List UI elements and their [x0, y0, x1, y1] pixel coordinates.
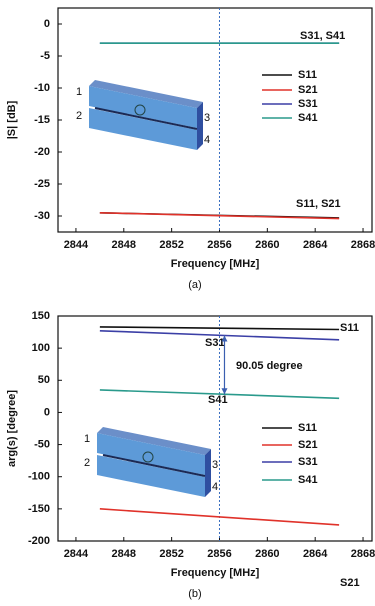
inset-device: 1 2 3 4: [84, 427, 218, 497]
x-axis-label: Frequency [MHz]: [171, 258, 260, 270]
annotation: S31, S41: [300, 30, 345, 42]
annotation: S41: [208, 394, 228, 406]
y-tick-label: 0: [44, 18, 50, 30]
x-tick-label: 2848: [112, 239, 136, 251]
y-tick-label: -25: [34, 178, 50, 190]
y-tick-label: -10: [34, 82, 50, 94]
x-tick-label: 2852: [159, 548, 183, 560]
y-tick-label: -15: [34, 114, 50, 126]
y-tick-label: 0: [44, 406, 50, 418]
y-tick-label: 150: [32, 310, 50, 322]
port-label: 2: [76, 110, 82, 122]
annotation: 90.05 degree: [236, 360, 303, 372]
y-tick-label: -20: [34, 146, 50, 158]
port-label: 3: [212, 459, 218, 471]
y-axis-label: arg(s) [degree]: [6, 390, 18, 467]
x-tick-label: 2860: [255, 239, 279, 251]
y-tick-label: -200: [28, 535, 50, 547]
legend-label: S21: [298, 84, 318, 96]
annotation: S31: [205, 337, 225, 349]
device-edge: [197, 102, 203, 150]
legend-label: S11: [298, 69, 317, 81]
x-tick-label: 2868: [351, 548, 375, 560]
y-tick-label: -30: [34, 210, 50, 222]
port-label: 1: [84, 433, 90, 445]
y-tick-label: 50: [38, 374, 50, 386]
annotation: S11: [340, 322, 359, 334]
y-tick-label: -5: [40, 50, 50, 62]
annotation: S21: [340, 577, 360, 589]
panel-label: (a): [188, 279, 201, 291]
figure: 1 2 3 4 0 -5 -10 -15 -20 -25 -30 2844 2848 2852 2856 28…: [0, 0, 375, 606]
x-tick-label: 2856: [207, 548, 231, 560]
y-axis-label: |S| [dB]: [6, 100, 18, 139]
y-tick-label: -150: [28, 503, 50, 515]
y-tick-label: -50: [34, 438, 50, 450]
x-tick-label: 2856: [207, 239, 231, 251]
x-tick-label: 2852: [159, 239, 183, 251]
port-label: 3: [204, 112, 210, 124]
x-tick-label: 2844: [64, 239, 89, 251]
panel-label: (b): [188, 588, 201, 600]
port-label: 2: [84, 457, 90, 469]
legend-label: S41: [298, 474, 318, 486]
legend-label: S41: [298, 112, 318, 124]
data-line: [100, 509, 339, 525]
legend-label: S31: [298, 98, 318, 110]
x-tick-label: 2848: [112, 548, 136, 560]
device-edge: [205, 449, 211, 497]
x-tick-label: 2864: [303, 239, 328, 251]
x-tick-label: 2868: [351, 239, 375, 251]
port-label: 4: [204, 134, 210, 146]
x-tick-label: 2860: [255, 548, 279, 560]
port-label: 4: [212, 481, 218, 493]
y-tick-label: -100: [28, 471, 50, 483]
port-label: 1: [76, 86, 82, 98]
x-tick-label: 2864: [303, 548, 328, 560]
y-tick-label: 100: [32, 342, 50, 354]
x-axis-label: Frequency [MHz]: [171, 567, 260, 579]
x-tick-label: 2844: [64, 548, 89, 560]
annotation: S11, S21: [296, 198, 341, 210]
legend-label: S31: [298, 456, 318, 468]
legend-label: S11: [298, 422, 317, 434]
legend-label: S21: [298, 439, 318, 451]
inset-device: 1 2 3 4: [76, 80, 210, 150]
